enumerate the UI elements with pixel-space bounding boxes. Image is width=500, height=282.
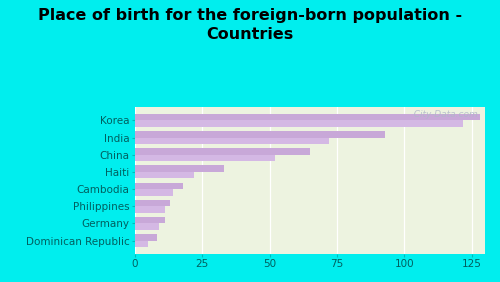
Bar — [135, 155, 275, 161]
Bar — [135, 148, 310, 155]
Bar — [135, 138, 329, 144]
Bar — [135, 172, 194, 179]
Bar — [135, 217, 164, 223]
Text: City-Data.com: City-Data.com — [408, 110, 478, 119]
Bar — [135, 182, 184, 189]
Text: Place of birth for the foreign-born population -
Countries: Place of birth for the foreign-born popu… — [38, 8, 462, 42]
Bar — [135, 241, 148, 247]
Bar — [135, 131, 386, 138]
Bar — [135, 234, 156, 241]
Bar — [135, 200, 170, 206]
Bar — [135, 189, 172, 196]
Bar — [135, 206, 164, 213]
Bar — [135, 165, 224, 172]
Bar — [135, 223, 159, 230]
Bar — [135, 114, 480, 120]
Bar — [135, 120, 464, 127]
